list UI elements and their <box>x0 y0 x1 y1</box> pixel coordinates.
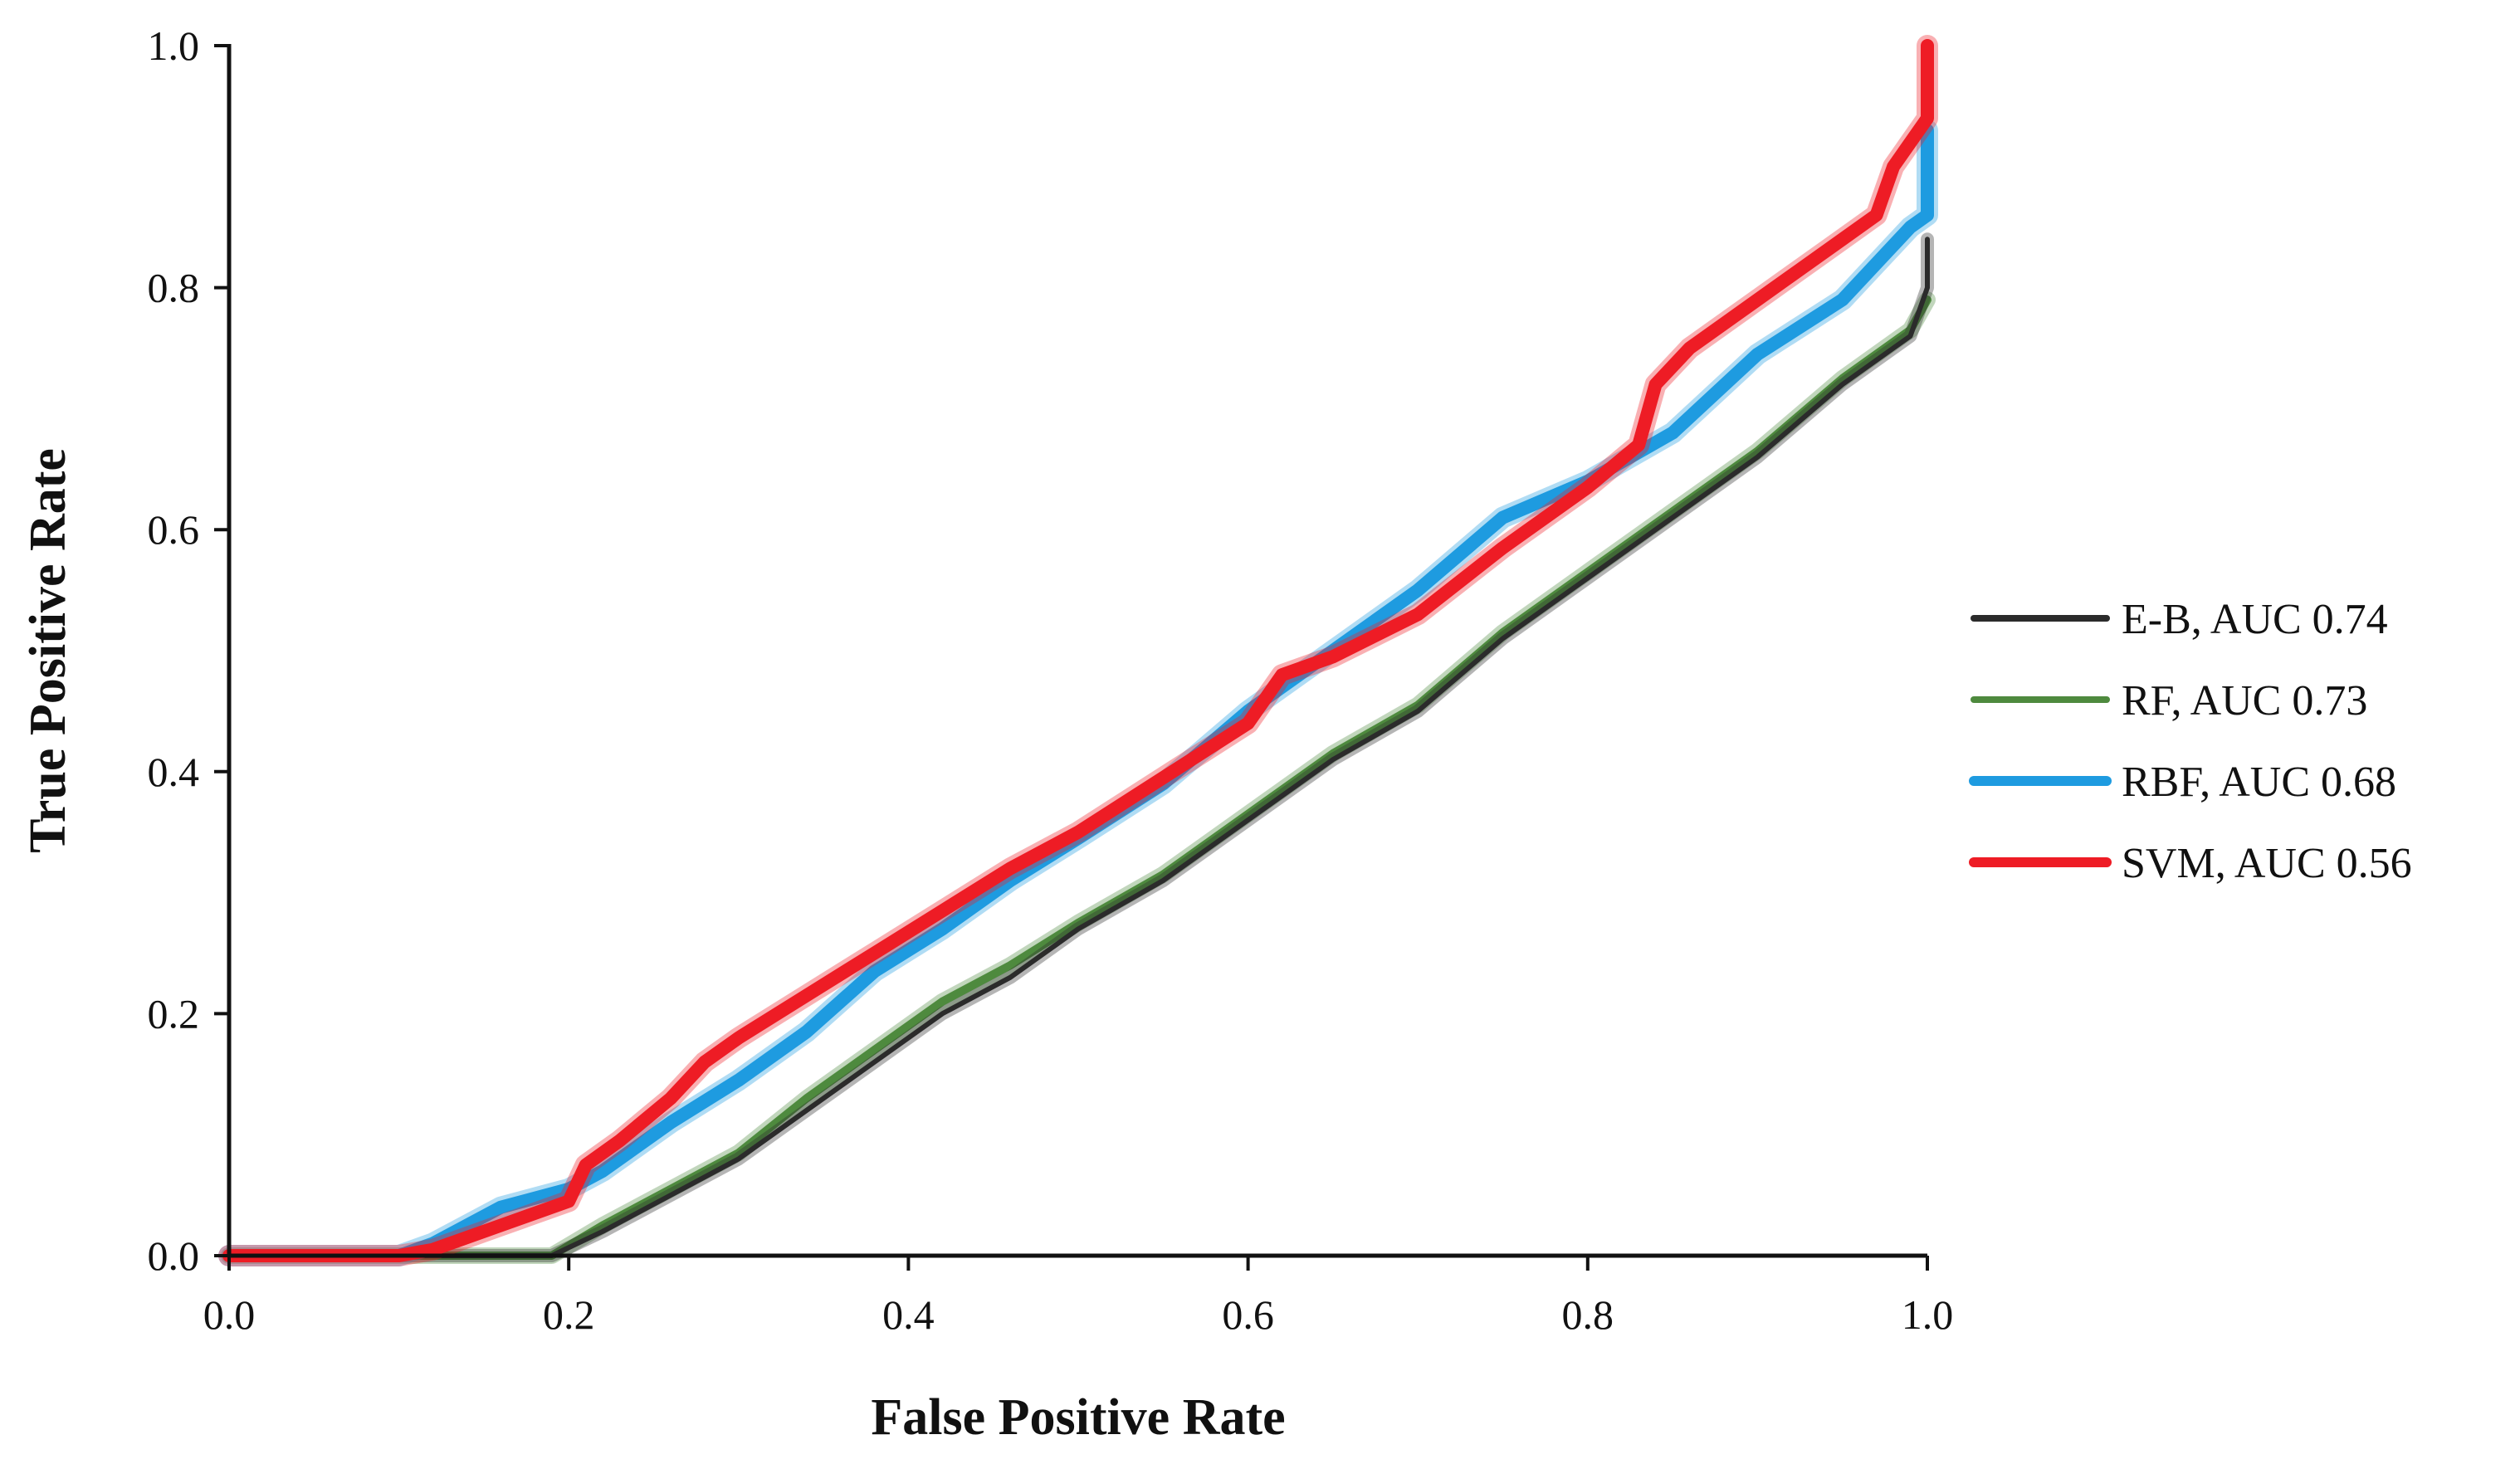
y-tick-label: 0.8 <box>148 265 200 311</box>
legend: E-B, AUC 0.74 RF, AUC 0.73 RBF, AUC 0.68 SV… <box>1969 596 2412 887</box>
series-line-rf <box>225 295 1932 1260</box>
x-axis-title: False Positive Rate <box>871 1389 1285 1446</box>
series-line-rbf-halo <box>218 120 1938 1266</box>
legend-label-rbf: RBF, AUC 0.68 <box>2122 759 2396 806</box>
y-axis-title: True Positive Rate <box>20 448 76 853</box>
axes-group <box>227 44 1927 1258</box>
x-tick-label: 1.0 <box>1902 1291 1954 1338</box>
series-line-svm-halo <box>218 35 1938 1266</box>
series-group <box>218 35 1938 1266</box>
series-line-e-b <box>227 237 1930 1258</box>
series-line-e-b-halo <box>222 232 1934 1262</box>
legend-label-svm: SVM, AUC 0.56 <box>2122 840 2412 887</box>
series-line-svm <box>222 39 1934 1262</box>
legend-label-e-b: E-B, AUC 0.74 <box>2122 596 2388 643</box>
y-tick-label: 0.4 <box>148 749 200 795</box>
x-tick-label: 0.4 <box>882 1291 935 1338</box>
y-tick-label: 0.0 <box>148 1232 200 1279</box>
x-tick-label: 0.0 <box>203 1291 256 1338</box>
ticks-group: 0.0 0.2 0.4 0.6 0.8 1.0 0.0 0.2 0.4 0.6 0.8 1.0 <box>148 22 1954 1338</box>
x-tick-label: 0.8 <box>1562 1291 1614 1338</box>
y-tick-label: 0.6 <box>148 506 200 553</box>
y-tick-label: 0.2 <box>148 990 200 1037</box>
legend-label-rf: RF, AUC 0.73 <box>2122 677 2367 725</box>
y-tick-label: 1.0 <box>148 22 200 69</box>
x-tick-label: 0.6 <box>1222 1291 1274 1338</box>
series-line-rbf <box>222 124 1934 1262</box>
x-tick-label: 0.2 <box>543 1291 595 1338</box>
